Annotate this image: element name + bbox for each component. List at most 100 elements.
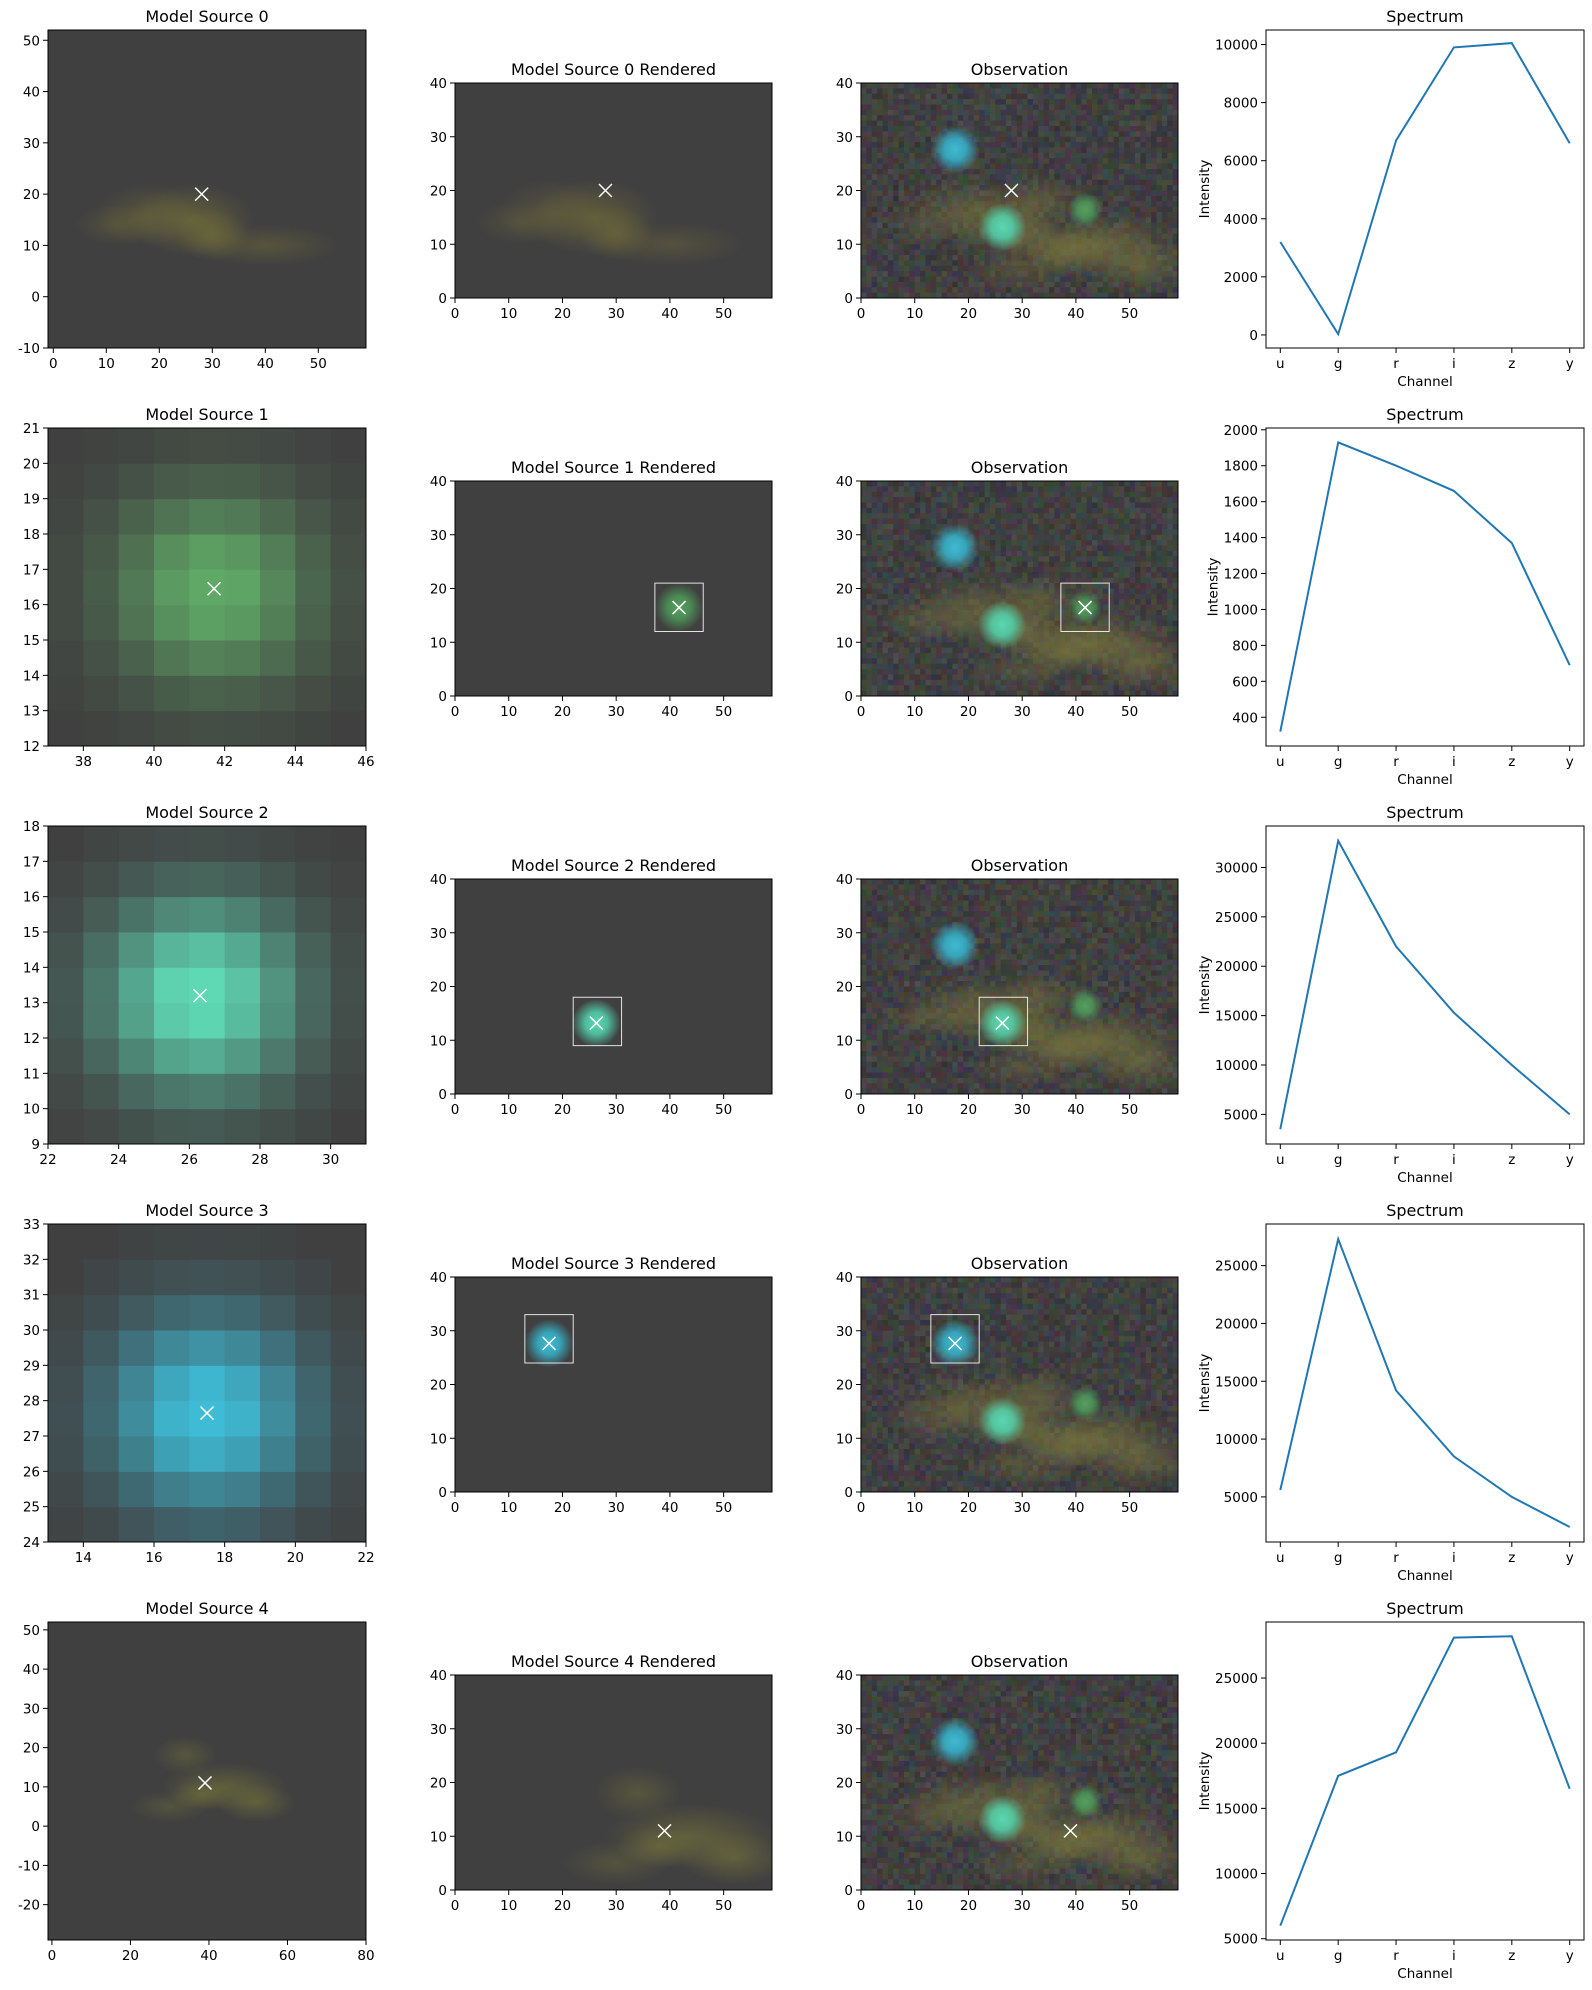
noise-pixel <box>1113 481 1120 487</box>
noise-pixel <box>1161 109 1168 116</box>
noise-pixel <box>1113 604 1120 611</box>
noise-pixel <box>1054 120 1061 127</box>
noise-pixel <box>861 679 867 686</box>
noise-pixel <box>984 115 991 122</box>
noise-pixel <box>968 567 975 573</box>
noise-pixel <box>871 249 878 256</box>
galaxy-component <box>594 222 746 266</box>
noise-pixel <box>1032 534 1039 541</box>
noise-pixel <box>1118 593 1125 600</box>
noise-pixel <box>909 142 916 148</box>
noise-pixel <box>1000 174 1007 181</box>
noise-pixel <box>871 83 878 89</box>
noise-pixel <box>963 249 969 256</box>
x-tick-label: 50 <box>715 704 732 720</box>
noise-pixel <box>1097 174 1104 181</box>
noise-pixel <box>898 83 905 89</box>
noise-pixel <box>914 561 921 568</box>
noise-pixel <box>1049 481 1055 487</box>
noise-pixel <box>1070 556 1077 563</box>
noise-pixel <box>887 518 894 525</box>
noise-pixel <box>877 222 883 229</box>
noise-pixel <box>1065 292 1071 299</box>
noise-pixel <box>1113 163 1120 170</box>
noise-pixel <box>968 647 975 654</box>
noise-pixel <box>1092 481 1098 487</box>
noise-pixel <box>1097 109 1104 116</box>
noise-pixel <box>1016 561 1023 568</box>
noise-pixel <box>882 228 889 234</box>
noise-pixel <box>1135 212 1141 218</box>
noise-pixel <box>1043 126 1050 132</box>
noise-pixel <box>1092 163 1098 170</box>
x-tick-label: 50 <box>310 356 327 372</box>
noise-pixel <box>1140 104 1147 111</box>
noise-pixel <box>866 163 873 170</box>
noise-pixel <box>1140 486 1147 493</box>
noise-pixel <box>979 529 985 536</box>
noise-pixel <box>1038 481 1045 487</box>
noise-pixel <box>877 104 883 111</box>
noise-pixel <box>882 158 889 165</box>
noise-pixel <box>1129 545 1136 552</box>
noise-pixel <box>1124 190 1131 197</box>
noise-pixel <box>1027 540 1034 546</box>
noise-pixel <box>1167 620 1174 627</box>
noise-pixel <box>941 674 948 681</box>
noise-pixel <box>1172 163 1179 170</box>
noise-pixel <box>887 115 894 122</box>
noise-pixel <box>1156 518 1163 525</box>
noise-pixel <box>887 131 894 138</box>
noise-pixel <box>952 647 959 654</box>
noise-pixel <box>877 524 883 530</box>
noise-pixel <box>1075 545 1082 552</box>
noise-pixel <box>877 583 883 589</box>
noise-pixel <box>1054 550 1061 557</box>
noise-pixel <box>1049 88 1055 95</box>
y-tick-label: 2000 <box>1224 270 1258 286</box>
noise-pixel <box>1108 152 1114 159</box>
noise-pixel <box>1006 126 1012 132</box>
noise-pixel <box>1113 287 1120 294</box>
noise-pixel <box>909 190 916 197</box>
noise-pixel <box>1065 120 1071 127</box>
model-pixel <box>83 710 120 747</box>
noise-pixel <box>1156 120 1163 127</box>
noise-pixel <box>871 163 878 170</box>
noise-pixel <box>1032 690 1039 697</box>
noise-pixel <box>1081 142 1088 148</box>
noise-pixel <box>968 260 975 267</box>
noise-pixel <box>1086 152 1093 159</box>
noise-pixel <box>973 292 980 299</box>
noise-pixel <box>930 126 937 132</box>
noise-pixel <box>1092 142 1098 148</box>
noise-pixel <box>963 276 969 283</box>
noise-pixel <box>1151 120 1157 127</box>
noise-pixel <box>1032 88 1039 95</box>
noise-pixel <box>1081 287 1088 294</box>
noise-pixel <box>973 249 980 256</box>
noise-pixel <box>920 281 926 288</box>
noise-pixel <box>909 513 916 520</box>
noise-pixel <box>952 260 959 267</box>
noise-pixel <box>984 158 991 165</box>
noise-pixel <box>1059 120 1066 127</box>
noise-pixel <box>1059 567 1066 573</box>
noise-pixel <box>925 120 932 127</box>
noise-pixel <box>1059 561 1066 568</box>
noise-pixel <box>1161 206 1168 213</box>
noise-pixel <box>882 147 889 154</box>
noise-pixel <box>957 255 964 261</box>
noise-pixel <box>1092 550 1098 557</box>
center-marker-stroke <box>598 183 613 198</box>
noise-pixel <box>1032 109 1039 116</box>
noise-pixel <box>1075 109 1082 116</box>
y-tick-label: 30 <box>23 136 40 152</box>
noise-pixel <box>909 169 916 175</box>
noise-pixel <box>936 491 942 498</box>
noise-pixel <box>1118 583 1125 589</box>
x-tick-label: 10 <box>98 356 115 372</box>
noise-pixel <box>1049 104 1055 111</box>
noise-pixel <box>979 163 985 170</box>
model-pixel <box>295 710 332 747</box>
